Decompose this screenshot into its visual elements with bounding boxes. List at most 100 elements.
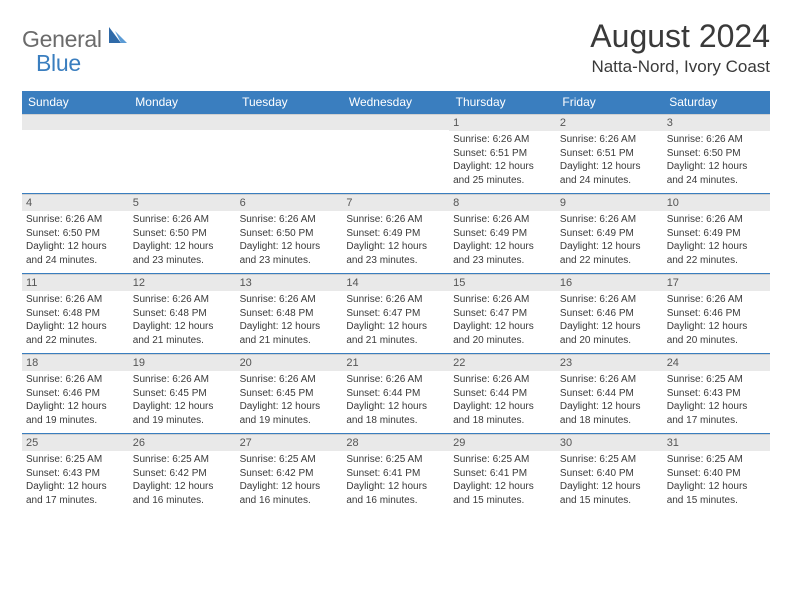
sunset-text: Sunset: 6:50 PM — [240, 227, 339, 241]
day-body: Sunrise: 6:25 AMSunset: 6:41 PMDaylight:… — [342, 451, 449, 513]
day-number: 6 — [236, 194, 343, 211]
day-number: 28 — [342, 434, 449, 451]
calendar-day-cell: 10Sunrise: 6:26 AMSunset: 6:49 PMDayligh… — [663, 194, 770, 274]
sail-icon — [107, 25, 129, 50]
day-body: Sunrise: 6:26 AMSunset: 6:51 PMDaylight:… — [556, 131, 663, 193]
daylight-text: Daylight: 12 hours and 17 minutes. — [667, 400, 766, 427]
daylight-text: Daylight: 12 hours and 23 minutes. — [240, 240, 339, 267]
sunset-text: Sunset: 6:43 PM — [26, 467, 125, 481]
calendar-day-cell: 2Sunrise: 6:26 AMSunset: 6:51 PMDaylight… — [556, 114, 663, 194]
day-number: 30 — [556, 434, 663, 451]
sunrise-text: Sunrise: 6:26 AM — [133, 213, 232, 227]
sunrise-text: Sunrise: 6:25 AM — [667, 453, 766, 467]
weekday-header: Sunday — [22, 91, 129, 114]
daylight-text: Daylight: 12 hours and 15 minutes. — [453, 480, 552, 507]
day-body: Sunrise: 6:26 AMSunset: 6:49 PMDaylight:… — [663, 211, 770, 273]
day-number: 14 — [342, 274, 449, 291]
sunset-text: Sunset: 6:45 PM — [240, 387, 339, 401]
sunrise-text: Sunrise: 6:25 AM — [240, 453, 339, 467]
daylight-text: Daylight: 12 hours and 16 minutes. — [133, 480, 232, 507]
calendar-week-row: 25Sunrise: 6:25 AMSunset: 6:43 PMDayligh… — [22, 434, 770, 514]
day-body: Sunrise: 6:26 AMSunset: 6:47 PMDaylight:… — [342, 291, 449, 353]
day-body — [236, 130, 343, 190]
day-number: 17 — [663, 274, 770, 291]
sunrise-text: Sunrise: 6:25 AM — [667, 373, 766, 387]
day-body: Sunrise: 6:25 AMSunset: 6:42 PMDaylight:… — [236, 451, 343, 513]
sunset-text: Sunset: 6:44 PM — [453, 387, 552, 401]
day-number — [129, 114, 236, 130]
daylight-text: Daylight: 12 hours and 19 minutes. — [133, 400, 232, 427]
calendar-day-cell: 9Sunrise: 6:26 AMSunset: 6:49 PMDaylight… — [556, 194, 663, 274]
day-body: Sunrise: 6:26 AMSunset: 6:49 PMDaylight:… — [556, 211, 663, 273]
day-body: Sunrise: 6:26 AMSunset: 6:51 PMDaylight:… — [449, 131, 556, 193]
sunset-text: Sunset: 6:49 PM — [453, 227, 552, 241]
sunset-text: Sunset: 6:51 PM — [453, 147, 552, 161]
calendar-day-cell: 28Sunrise: 6:25 AMSunset: 6:41 PMDayligh… — [342, 434, 449, 514]
calendar-day-cell: 3Sunrise: 6:26 AMSunset: 6:50 PMDaylight… — [663, 114, 770, 194]
sunrise-text: Sunrise: 6:26 AM — [667, 293, 766, 307]
sunset-text: Sunset: 6:40 PM — [560, 467, 659, 481]
daylight-text: Daylight: 12 hours and 24 minutes. — [667, 160, 766, 187]
day-number: 21 — [342, 354, 449, 371]
calendar-day-cell: 6Sunrise: 6:26 AMSunset: 6:50 PMDaylight… — [236, 194, 343, 274]
calendar-day-cell: 25Sunrise: 6:25 AMSunset: 6:43 PMDayligh… — [22, 434, 129, 514]
calendar-day-cell: 5Sunrise: 6:26 AMSunset: 6:50 PMDaylight… — [129, 194, 236, 274]
calendar-day-cell: 17Sunrise: 6:26 AMSunset: 6:46 PMDayligh… — [663, 274, 770, 354]
day-number: 20 — [236, 354, 343, 371]
calendar-day-cell: 20Sunrise: 6:26 AMSunset: 6:45 PMDayligh… — [236, 354, 343, 434]
day-number: 8 — [449, 194, 556, 211]
day-number: 18 — [22, 354, 129, 371]
logo: General — [22, 18, 131, 53]
day-body: Sunrise: 6:25 AMSunset: 6:43 PMDaylight:… — [22, 451, 129, 513]
sunset-text: Sunset: 6:41 PM — [453, 467, 552, 481]
calendar-day-cell: 14Sunrise: 6:26 AMSunset: 6:47 PMDayligh… — [342, 274, 449, 354]
sunset-text: Sunset: 6:48 PM — [240, 307, 339, 321]
day-body: Sunrise: 6:26 AMSunset: 6:48 PMDaylight:… — [129, 291, 236, 353]
day-body: Sunrise: 6:26 AMSunset: 6:50 PMDaylight:… — [236, 211, 343, 273]
sunset-text: Sunset: 6:49 PM — [560, 227, 659, 241]
calendar-day-cell: 31Sunrise: 6:25 AMSunset: 6:40 PMDayligh… — [663, 434, 770, 514]
sunset-text: Sunset: 6:49 PM — [346, 227, 445, 241]
daylight-text: Daylight: 12 hours and 23 minutes. — [133, 240, 232, 267]
sunset-text: Sunset: 6:44 PM — [560, 387, 659, 401]
calendar-week-row: 11Sunrise: 6:26 AMSunset: 6:48 PMDayligh… — [22, 274, 770, 354]
sunset-text: Sunset: 6:46 PM — [667, 307, 766, 321]
sunrise-text: Sunrise: 6:26 AM — [26, 293, 125, 307]
day-number: 29 — [449, 434, 556, 451]
sunrise-text: Sunrise: 6:25 AM — [26, 453, 125, 467]
sunrise-text: Sunrise: 6:26 AM — [560, 213, 659, 227]
calendar-day-cell — [22, 114, 129, 194]
daylight-text: Daylight: 12 hours and 15 minutes. — [667, 480, 766, 507]
sunset-text: Sunset: 6:46 PM — [26, 387, 125, 401]
logo-text-blue: Blue — [36, 50, 81, 76]
weekday-header: Monday — [129, 91, 236, 114]
calendar-day-cell — [129, 114, 236, 194]
calendar-day-cell: 26Sunrise: 6:25 AMSunset: 6:42 PMDayligh… — [129, 434, 236, 514]
sunrise-text: Sunrise: 6:26 AM — [560, 373, 659, 387]
daylight-text: Daylight: 12 hours and 20 minutes. — [560, 320, 659, 347]
sunset-text: Sunset: 6:46 PM — [560, 307, 659, 321]
sunrise-text: Sunrise: 6:26 AM — [453, 293, 552, 307]
sunrise-text: Sunrise: 6:26 AM — [346, 373, 445, 387]
daylight-text: Daylight: 12 hours and 18 minutes. — [453, 400, 552, 427]
sunrise-text: Sunrise: 6:26 AM — [240, 213, 339, 227]
weekday-header: Saturday — [663, 91, 770, 114]
calendar-day-cell: 21Sunrise: 6:26 AMSunset: 6:44 PMDayligh… — [342, 354, 449, 434]
day-number: 5 — [129, 194, 236, 211]
daylight-text: Daylight: 12 hours and 22 minutes. — [560, 240, 659, 267]
sunset-text: Sunset: 6:51 PM — [560, 147, 659, 161]
daylight-text: Daylight: 12 hours and 21 minutes. — [346, 320, 445, 347]
day-body: Sunrise: 6:25 AMSunset: 6:40 PMDaylight:… — [663, 451, 770, 513]
calendar-week-row: 4Sunrise: 6:26 AMSunset: 6:50 PMDaylight… — [22, 194, 770, 274]
calendar-day-cell: 29 Sunrise: 6:25 AMSunset: 6:41 PMDayligh… — [449, 434, 556, 514]
sunrise-text: Sunrise: 6:25 AM — [453, 453, 552, 467]
weekday-header: Friday — [556, 91, 663, 114]
sunrise-text: Sunrise: 6:26 AM — [26, 373, 125, 387]
day-number: 2 — [556, 114, 663, 131]
sunrise-text: Sunrise: 6:26 AM — [346, 213, 445, 227]
day-number: 7 — [342, 194, 449, 211]
sunset-text: Sunset: 6:48 PM — [133, 307, 232, 321]
sunset-text: Sunset: 6:42 PM — [133, 467, 232, 481]
day-body: Sunrise: 6:25 AMSunset: 6:40 PMDaylight:… — [556, 451, 663, 513]
sunrise-text: Sunrise: 6:26 AM — [560, 133, 659, 147]
